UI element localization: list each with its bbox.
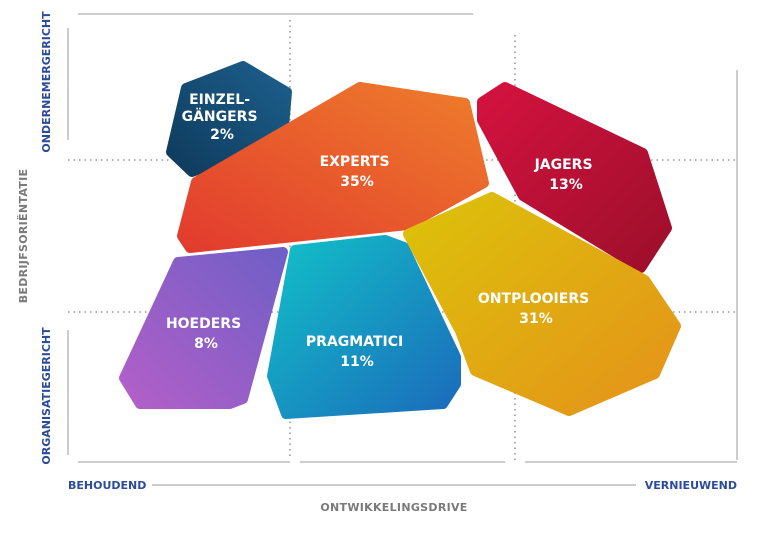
segment-ontplooiers-shape	[403, 192, 681, 416]
x-axis-left-label: BEHOUDEND	[68, 479, 146, 492]
segment-pragmatici: PRAGMATICI 11%	[267, 235, 461, 419]
segment-ontplooiers-label: ONTPLOOIERS 31%	[478, 291, 594, 327]
segment-experts-shape	[177, 82, 489, 253]
y-axis-title: BEDRIJFSORIËNTATIE	[16, 169, 30, 304]
segment-ontplooiers: ONTPLOOIERS 31%	[403, 192, 681, 416]
segment-hoeders: HOEDERS 8%	[119, 247, 288, 409]
segments: EINZEL- GÄNGERS 2% EXPERTS 35% JAGERS 13…	[119, 61, 681, 419]
segment-jagers: JAGERS 13%	[477, 82, 672, 273]
x-axis-title: ONTWIKKELINGSDRIVE	[320, 501, 467, 514]
segment-einzelgangers-label: EINZEL- GÄNGERS 2%	[182, 92, 263, 143]
y-axis-bottom-label: ORGANISATIEGERICHT	[40, 327, 53, 465]
segment-experts-label: EXPERTS 35%	[320, 154, 395, 190]
y-axis-top-label: ONDERNEMERGERICHT	[40, 11, 53, 153]
x-axis-right-label: VERNIEUWEND	[645, 479, 737, 492]
segment-pragmatici-shape	[267, 235, 461, 419]
segment-pragmatici-label: PRAGMATICI 11%	[306, 334, 408, 370]
segment-hoeders-shape	[119, 247, 288, 409]
segment-jagers-shape	[477, 82, 672, 273]
segment-hoeders-label: HOEDERS 8%	[166, 316, 246, 352]
segment-experts: EXPERTS 35%	[177, 82, 489, 253]
segment-jagers-label: JAGERS 13%	[534, 157, 598, 193]
